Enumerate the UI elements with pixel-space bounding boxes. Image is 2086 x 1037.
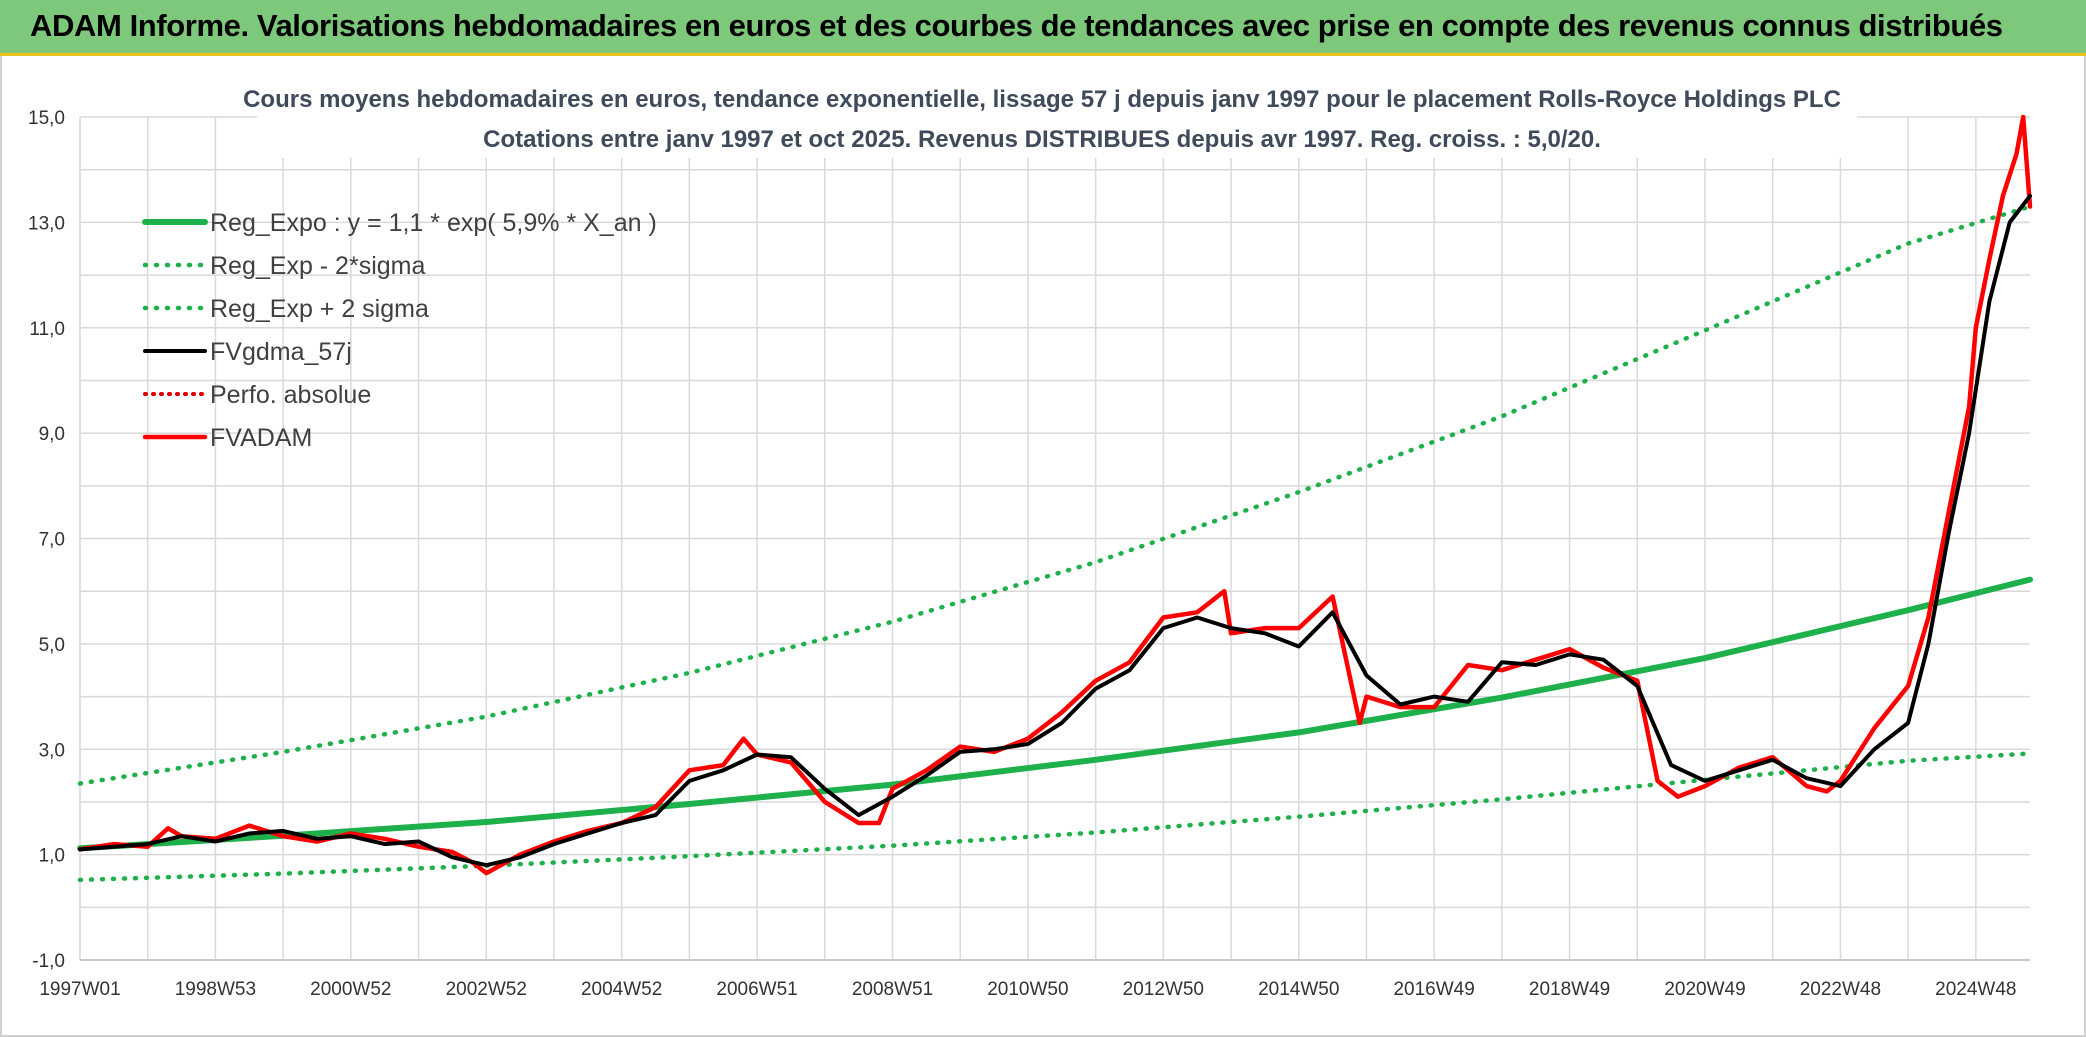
x-tick-label: 2024W48 <box>1935 979 2016 1000</box>
x-tick-label: 2014W50 <box>1258 979 1339 1000</box>
x-tick-label: 2006W51 <box>716 979 797 1000</box>
series-fvadam <box>77 114 2033 876</box>
y-tick-label: -1,0 <box>32 951 65 972</box>
legend-label-perfo-absolue: Perfo. absolue <box>210 381 371 409</box>
y-tick-label: 3,0 <box>39 740 65 761</box>
chart-frame: -1,0 1,0 3,0 5,0 7,0 9,0 11,0 13,0 15,0 1997W01 19… <box>0 56 2086 1037</box>
y-tick-label: 13,0 <box>28 213 65 234</box>
y-tick-label: 1,0 <box>39 846 65 867</box>
banner-title: ADAM Informe. Valorisations hebdomadaire… <box>30 8 2003 43</box>
legend-label-reg-minus-2sigma: Reg_Exp - 2*sigma <box>210 252 425 280</box>
x-tick-label: 2018W49 <box>1529 979 1610 1000</box>
series-reg-minus-2sigma <box>77 751 2033 883</box>
x-tick-label: 2002W52 <box>446 979 527 1000</box>
legend-label-reg-expo: Reg_Expo : y = 1,1 * exp( 5,9% * X_an ) <box>210 209 657 237</box>
x-tick-label: 2000W52 <box>310 979 391 1000</box>
y-tick-label: 5,0 <box>39 635 65 656</box>
legend-label-fvgdma-57j: FVgdma_57j <box>210 338 352 366</box>
series-fvgdma-57j <box>78 194 2032 868</box>
series-reg-expo <box>77 576 2033 852</box>
chart-title-line1: Cours moyens hebdomadaires en euros, ten… <box>243 86 1841 113</box>
banner: ADAM Informe. Valorisations hebdomadaire… <box>0 0 2086 56</box>
grid <box>79 116 2030 961</box>
x-tick-label: 2016W49 <box>1393 979 1474 1000</box>
y-tick-label: 7,0 <box>39 530 65 551</box>
legend-label-fvadam: FVADAM <box>210 424 312 452</box>
y-tick-label: 11,0 <box>29 319 65 340</box>
x-tick-label: 2010W50 <box>987 979 1068 1000</box>
legend: Reg_Expo : y = 1,1 * exp( 5,9% * X_an ) R… <box>142 209 657 452</box>
chart-plot: -1,0 1,0 3,0 5,0 7,0 9,0 11,0 13,0 15,0 1997W01 19… <box>28 76 2033 1000</box>
x-tick-label: 1998W53 <box>175 979 256 1000</box>
series-layer <box>77 114 2033 883</box>
y-tick-label: 15,0 <box>28 108 65 129</box>
tick-labels: -1,0 1,0 3,0 5,0 7,0 9,0 11,0 13,0 15,0 1997W01 19… <box>28 108 2016 1000</box>
legend-label-reg-plus-2sigma: Reg_Exp + 2 sigma <box>210 295 429 323</box>
series-reg-plus-2sigma <box>77 204 2033 786</box>
x-tick-label: 2012W50 <box>1123 979 1204 1000</box>
title-background <box>257 76 1857 158</box>
x-tick-label: 1997W01 <box>39 979 120 1000</box>
x-tick-label: 2004W52 <box>581 979 662 1000</box>
chart-title-line2: Cotations entre janv 1997 et oct 2025. R… <box>483 126 1601 153</box>
y-tick-label: 9,0 <box>39 424 65 445</box>
x-tick-label: 2008W51 <box>852 979 933 1000</box>
x-tick-label: 2020W49 <box>1664 979 1745 1000</box>
x-tick-label: 2022W48 <box>1800 979 1881 1000</box>
